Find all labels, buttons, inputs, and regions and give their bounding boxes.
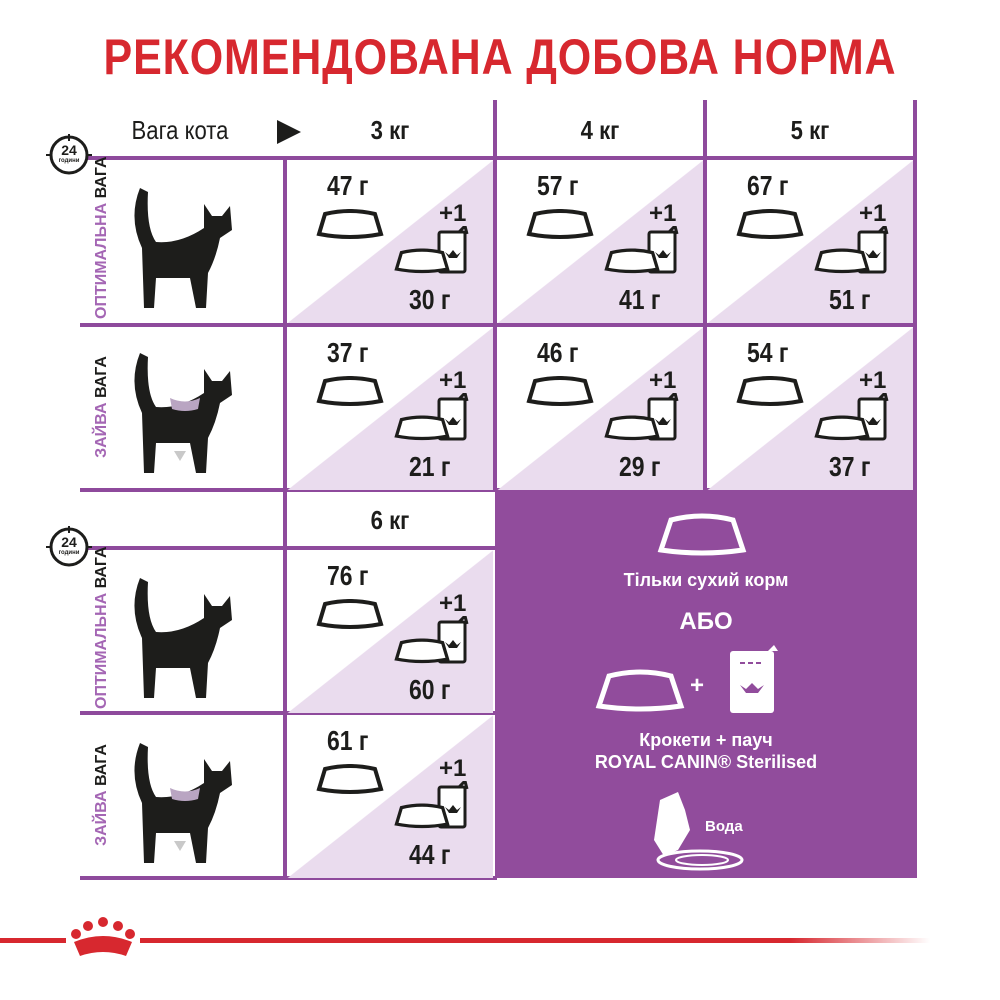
mixed-amount: 41 г (619, 284, 661, 315)
mixed-food-bowl-icon (393, 801, 451, 834)
mixed-amount: 37 г (829, 451, 871, 482)
arrow-right-icon (277, 120, 301, 144)
row-label-overweight: ЗАЙВА ВАГА (93, 356, 110, 458)
or-label: АБО (679, 608, 733, 635)
dry-food-bowl-icon (525, 373, 595, 412)
row-label-overweight: ЗАЙВА ВАГА (93, 744, 110, 846)
divider (283, 156, 287, 489)
weight-header-4kg: 4 кг (580, 115, 620, 145)
page-title: РЕКОМЕНДОВАНА ДОБОВА НОРМА (103, 29, 897, 85)
dry-amount: 54 г (747, 337, 789, 368)
mixed-amount: 44 г (409, 839, 451, 870)
mixed-amount: 29 г (619, 451, 661, 482)
feeding-cell-over_3: 37 г +1 21 г (287, 327, 493, 490)
cat-weight-label: Вага кота (131, 115, 229, 145)
feeding-cell-optimal_3: 47 г +1 30 г (287, 160, 493, 323)
dry-food-bowl-icon (735, 206, 805, 245)
mixed-label-line2: ROYAL CANIN® Sterilised (594, 752, 818, 772)
weight-header-3kg: 3 кг (370, 115, 410, 145)
divider (493, 100, 497, 489)
dry-food-bowl-icon (315, 373, 385, 412)
dry-food-bowl-icon (315, 206, 385, 245)
mixed-food-bowl-icon (813, 246, 871, 279)
weight-header-5kg: 5 кг (790, 115, 830, 145)
cat-silhouette (120, 178, 250, 323)
feeding-cell-optimal_5: 67 г +1 51 г (707, 160, 913, 323)
pouch-count: +1 (439, 590, 467, 617)
dry-amount: 37 г (327, 337, 369, 368)
mixed-food-bowl-icon (603, 246, 661, 279)
divider (80, 323, 917, 327)
pouch-count: +1 (439, 200, 467, 227)
clock-24h-icon: 24 години (44, 130, 94, 180)
dry-only-label: Тільки сухий корм (623, 570, 789, 590)
dry-amount: 47 г (327, 170, 369, 201)
feeding-cell-optimal_4: 57 г +1 41 г (497, 160, 703, 323)
plus-sign: + (690, 672, 705, 699)
cat-silhouette (120, 733, 250, 878)
pouch-count: +1 (859, 200, 887, 227)
water-bowl-icon (654, 792, 744, 871)
row-label-optimal: ОПТИМАЛЬНА ВАГА (93, 156, 110, 319)
pouch-count: +1 (859, 367, 887, 394)
divider (913, 100, 917, 489)
mixed-amount: 21 г (409, 451, 451, 482)
dry-food-bowl-icon (735, 373, 805, 412)
mixed-food-bowl-icon (813, 413, 871, 446)
dry-food-bowl-icon (315, 761, 385, 800)
pouch-icon (730, 645, 778, 713)
royal-canin-logo (66, 916, 140, 964)
dry-food-bowl-icon (595, 669, 685, 712)
feeding-cell-over_4: 46 г +1 29 г (497, 327, 703, 490)
feeding-legend: Тільки сухий корм АБО + Крокети + пауч R… (495, 490, 917, 878)
water-label: Вода (705, 818, 743, 835)
pouch-count: +1 (439, 367, 467, 394)
mixed-food-bowl-icon (393, 413, 451, 446)
mixed-label-line1: Крокети + пауч (639, 730, 773, 750)
cat-silhouette (120, 343, 250, 488)
dry-food-bowl-icon (657, 513, 747, 556)
dry-amount: 57 г (537, 170, 579, 201)
mixed-food-bowl-icon (393, 636, 451, 669)
clock-24h-icon: 24 години (44, 522, 94, 572)
feeding-cell-optimal_6: 76 г +1 60 г (287, 550, 493, 713)
dry-amount: 46 г (537, 337, 579, 368)
pouch-count: +1 (649, 200, 677, 227)
feeding-cell-over_5: 54 г +1 37 г (707, 327, 913, 490)
mixed-amount: 30 г (409, 284, 451, 315)
footer-line (0, 938, 930, 943)
divider (80, 546, 497, 550)
divider (80, 711, 497, 715)
divider (80, 156, 917, 160)
dry-food-bowl-icon (315, 596, 385, 635)
pouch-count: +1 (649, 367, 677, 394)
dry-amount: 67 г (747, 170, 789, 201)
dry-food-bowl-icon (525, 206, 595, 245)
mixed-food-bowl-icon (393, 246, 451, 279)
divider (703, 100, 707, 489)
row-label-optimal: ОПТИМАЛЬНА ВАГА (93, 546, 110, 709)
mixed-food-bowl-icon (603, 413, 661, 446)
dry-amount: 61 г (327, 725, 369, 756)
pouch-count: +1 (439, 755, 467, 782)
weight-header-6kg: 6 кг (370, 505, 410, 535)
mixed-amount: 60 г (409, 674, 451, 705)
cat-silhouette (120, 568, 250, 713)
divider (80, 876, 497, 880)
dry-amount: 76 г (327, 560, 369, 591)
feeding-cell-over_6: 61 г +1 44 г (287, 715, 493, 878)
divider (283, 490, 287, 880)
mixed-amount: 51 г (829, 284, 871, 315)
